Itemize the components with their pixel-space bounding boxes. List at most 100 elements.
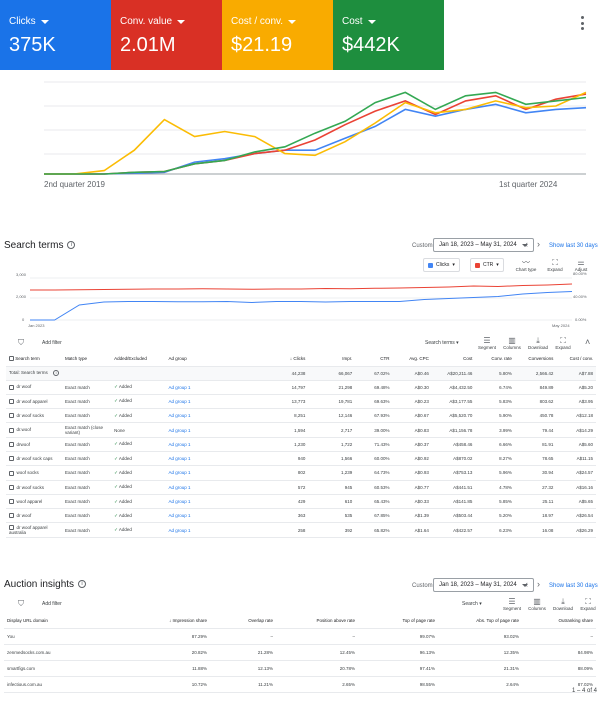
column-header[interactable]: Cost (431, 352, 476, 367)
y-right-tick: 40.00% (573, 294, 587, 299)
scorecard-cost-per-conv[interactable]: Cost / conv. $21.19 (222, 0, 333, 70)
add-filter-button[interactable]: ⛉ Add filter (18, 599, 62, 609)
table-row[interactable]: dr woof socks Exact match ✓ Added Ad group … (6, 480, 596, 495)
metric-clicks-selector[interactable]: Clicks ▾ (423, 258, 460, 272)
more-options-icon[interactable] (578, 16, 586, 30)
show-last-30-days-link[interactable]: Show last 30 days (549, 243, 598, 249)
scorecard-conv-value[interactable]: Conv. value 2.01M (111, 0, 222, 70)
scorecard-cost[interactable]: Cost $442K (333, 0, 444, 70)
column-header[interactable]: Outranking share (522, 614, 596, 629)
column-header[interactable]: Overlap rate (210, 614, 276, 629)
row-checkbox[interactable] (9, 470, 14, 476)
ad-group-link[interactable]: Ad group 1 (168, 413, 191, 419)
column-header[interactable]: Match type (62, 352, 112, 367)
column-header[interactable]: Position above rate (276, 614, 358, 629)
ad-group-link[interactable]: Ad group 1 (168, 398, 191, 404)
scorecard-clicks[interactable]: Clicks 375K (0, 0, 111, 70)
check-icon: ✓ (114, 441, 118, 447)
chevron-left-icon[interactable]: ‹ (525, 579, 528, 589)
tool-label: Columns (528, 606, 546, 611)
column-header[interactable]: Top of page rate (358, 614, 438, 629)
download-button[interactable]: ⤓ Download (526, 336, 550, 350)
table-row[interactable]: dr woof apparel Exact match ✓ Added Ad grou… (6, 394, 596, 410)
table-row[interactable]: dr.woof Exact match (close variant) None Ad… (6, 422, 596, 438)
column-header[interactable]: Display URL domain (4, 614, 114, 629)
show-last-30-days-link[interactable]: Show last 30 days (549, 583, 598, 589)
row-checkbox[interactable] (9, 399, 14, 405)
check-icon: ✓ (114, 512, 118, 518)
column-header[interactable]: Ad group (165, 352, 249, 367)
column-header[interactable]: Abs. Top of page rate (438, 614, 522, 629)
row-checkbox[interactable] (9, 384, 14, 390)
chart-expand-button[interactable]: ⛶ Expand (543, 258, 567, 272)
search-dropdown[interactable]: Search ▾ (462, 601, 482, 607)
date-range-picker[interactable]: Jan 18, 2023 – May 31, 2024 (433, 238, 534, 252)
table-row[interactable]: dr woof apparel australia Exact match ✓ Ad… (6, 522, 596, 538)
row-checkbox[interactable] (9, 499, 14, 505)
ad-group-link[interactable]: Ad group 1 (168, 527, 191, 533)
chevron-right-icon[interactable]: › (537, 579, 540, 589)
ad-group-link[interactable]: Ad group 1 (168, 470, 191, 476)
row-checkbox[interactable] (9, 427, 14, 433)
table-row[interactable]: infectious.com.au 10.72% 11.21% 2.65% 98.55%… (4, 676, 596, 693)
row-checkbox[interactable] (9, 456, 14, 462)
table-row[interactable]: You 87.29% – –99.07% 93.02% – (4, 628, 596, 645)
column-header[interactable]: Avg. CPC (392, 352, 432, 367)
segment-button[interactable]: ☰ Segment (500, 597, 524, 611)
add-filter-button[interactable]: ⛉ Add filter (18, 338, 62, 348)
check-icon: ✓ (114, 455, 118, 461)
column-header[interactable]: Conv. rate (475, 352, 515, 367)
segment-button[interactable]: ☰ Segment (475, 336, 499, 350)
row-checkbox[interactable] (9, 441, 14, 447)
table-row[interactable]: dr woof Exact match ✓ Added Ad group 1 14,79… (6, 380, 596, 395)
overview-x-start-label: 2nd quarter 2019 (44, 180, 105, 189)
search-dropdown-label: Search terms (425, 340, 455, 346)
ad-group-link[interactable]: Ad group 1 (168, 384, 191, 390)
table-row[interactable]: smartfigs.com 11.88% 12.13% 20.78% 97.41% 21.… (4, 660, 596, 677)
chevron-right-icon[interactable]: › (537, 239, 540, 249)
search-terms-dropdown[interactable]: Search terms ▾ (425, 340, 459, 346)
info-icon[interactable]: i (78, 580, 87, 589)
table-row[interactable]: woof socks Exact match ✓ Added Ad group 1 80… (6, 465, 596, 481)
row-checkbox[interactable] (9, 484, 14, 490)
expand-table-button[interactable]: ⛶ Expand (551, 336, 575, 350)
x-start-tick: Jan 2023 (28, 323, 45, 328)
column-header[interactable]: Impr. (308, 352, 356, 367)
table-row[interactable]: woof apparel Exact match ✓ Added Ad group 1… (6, 494, 596, 510)
table-row[interactable]: dr woof sock caps Exact match ✓ Added Ad gr… (6, 451, 596, 467)
column-header[interactable]: Cost / conv. (556, 352, 596, 367)
row-checkbox[interactable] (9, 513, 14, 519)
info-icon[interactable]: i (53, 370, 60, 376)
ad-group-link[interactable]: Ad group 1 (168, 456, 191, 462)
table-row[interactable]: drwoof Exact match ✓ Added Ad group 1 1,230 1… (6, 437, 596, 452)
expand-table-button[interactable]: ⛶ Expand (576, 597, 600, 611)
table-row[interactable]: dr woof socks Exact match ✓ Added Ad group … (6, 408, 596, 424)
metric-ctr-selector[interactable]: CTR ▾ (470, 258, 504, 272)
ad-group-link[interactable]: Ad group 1 (168, 441, 191, 447)
date-range-picker[interactable]: Jan 18, 2023 – May 31, 2024 (433, 578, 534, 592)
ad-group-link[interactable]: Ad group 1 (168, 499, 191, 505)
table-row[interactable]: dr woof Exact match ✓ Added Ad group 1 363 53… (6, 508, 596, 524)
collapse-icon[interactable]: ˄ (585, 337, 591, 347)
column-header[interactable]: Search term (6, 352, 63, 367)
columns-button[interactable]: ▥ Columns (500, 336, 524, 350)
download-button[interactable]: ⤓ Download (551, 597, 575, 611)
chevron-left-icon[interactable]: ‹ (525, 239, 528, 249)
chart-adjust-button[interactable]: ⚌ Adjust (569, 258, 593, 272)
info-icon[interactable]: i (67, 241, 76, 250)
chart-type-button[interactable]: 〰 Chart type (514, 258, 538, 272)
search-dropdown-label: Search (462, 601, 478, 607)
column-header[interactable]: ↓ Impression share (114, 614, 210, 629)
column-header[interactable]: Added/Excluded (111, 352, 166, 367)
row-checkbox[interactable] (9, 413, 14, 419)
columns-button[interactable]: ▥ Columns (525, 597, 549, 611)
column-header[interactable]: CTR (355, 352, 393, 367)
column-header[interactable]: ↓ Clicks (248, 352, 309, 367)
ad-group-link[interactable]: Ad group 1 (168, 427, 191, 433)
table-row[interactable]: zenmedsocks.com.au 20.82% 21.28% 12.45% 96.1… (4, 644, 596, 661)
caret-down-icon: ▾ (452, 262, 455, 268)
column-header[interactable]: Conversions (514, 352, 557, 367)
checkbox[interactable] (9, 356, 14, 362)
ad-group-link[interactable]: Ad group 1 (168, 513, 191, 519)
ad-group-link[interactable]: Ad group 1 (168, 484, 191, 490)
